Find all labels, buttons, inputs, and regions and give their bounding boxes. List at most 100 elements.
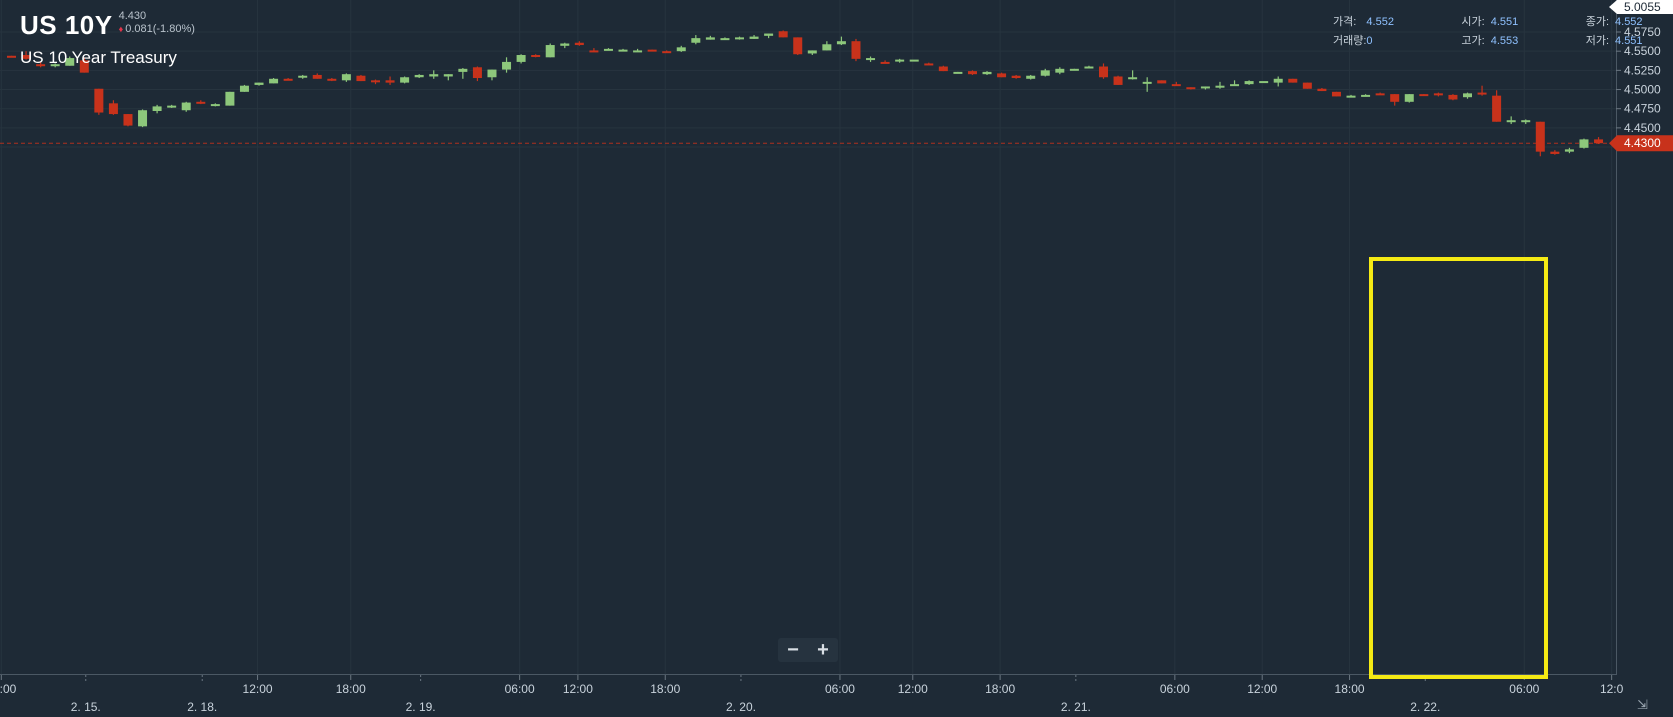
candle-body (1244, 81, 1254, 85)
candle (429, 70, 439, 79)
price-change: ♦ 0.081(-1.80%) (119, 23, 195, 36)
candle (1230, 80, 1240, 87)
candle (545, 43, 555, 58)
candle-body (152, 106, 162, 112)
candle (705, 35, 715, 40)
price-label: 가격: (1333, 16, 1357, 28)
collapse-icon[interactable]: ⇲ (1637, 697, 1648, 712)
candle-body (1084, 66, 1094, 69)
candle-body (691, 38, 701, 43)
candle-body (778, 31, 788, 38)
candle (1142, 77, 1152, 92)
top-price-label: 5.0055 (1624, 0, 1661, 14)
zoom-in-button[interactable]: + (817, 639, 829, 661)
candle-body (458, 68, 468, 72)
quote-block: 4.430 ♦ 0.081(-1.80%) (119, 10, 195, 36)
candle-body (1186, 87, 1196, 90)
candle-body (1099, 66, 1108, 78)
candle-body (7, 55, 16, 58)
candle (618, 48, 628, 52)
candle (866, 56, 876, 62)
candle (720, 37, 730, 41)
symbol-header: US 10Y 4.430 ♦ 0.081(-1.80%) US 10 Year T… (20, 10, 195, 68)
candle-body (720, 38, 730, 41)
candle (138, 109, 148, 128)
candle (691, 35, 701, 45)
candle-body (633, 50, 643, 53)
candle-body (1055, 68, 1065, 73)
candle-body (1171, 84, 1181, 87)
candle-body (1317, 88, 1327, 92)
candle (676, 45, 686, 52)
candle-body (487, 69, 497, 78)
candle (50, 63, 60, 68)
candle-body (1477, 92, 1487, 95)
price-value: 4.552 (1366, 16, 1394, 28)
candle-body (735, 37, 744, 40)
candle-body (1069, 68, 1079, 71)
candle-body (1564, 149, 1574, 152)
low-label: 저가: (1585, 35, 1610, 47)
close-value: 4.552 (1615, 16, 1643, 28)
candle (94, 88, 104, 115)
candle-body (1113, 76, 1123, 85)
candle (1448, 94, 1458, 101)
candle (647, 49, 657, 52)
y-tick-label: 4.5250 (1624, 63, 1661, 77)
candle (1128, 70, 1138, 80)
candle-body (21, 55, 31, 59)
candle-body (749, 36, 759, 39)
candle-body (1521, 120, 1531, 123)
ohlc-panel: 가격: 4.552 시가: 4.551 종가: 4.552 거래량: 0 고가:… (1333, 13, 1643, 51)
open-value: 4.551 (1490, 16, 1519, 28)
open-label: 시가: (1461, 16, 1485, 28)
candle (1404, 94, 1414, 103)
zoom-out-button[interactable]: − (787, 639, 799, 661)
x-time-label: 12:0 (1600, 682, 1624, 696)
candle-body (269, 78, 279, 84)
candle (269, 78, 279, 84)
candle (1113, 75, 1123, 85)
symbol-ticker: US 10Y (20, 10, 113, 40)
candle-body (79, 60, 89, 73)
candle (152, 104, 162, 114)
close-label: 종가: (1585, 16, 1610, 28)
candle-body (1550, 151, 1560, 154)
candle-body (429, 74, 439, 77)
candle (967, 70, 977, 75)
candle-body (254, 82, 264, 85)
candle-body (1361, 94, 1371, 97)
candle (458, 68, 468, 79)
y-tick-label: 4.5000 (1624, 83, 1661, 97)
y-tick-label: 4.4500 (1624, 121, 1661, 135)
x-date-label: 2. 19. (406, 700, 436, 714)
candle (793, 37, 803, 56)
candle-body (1579, 139, 1589, 148)
x-date-label: 2. 21. (1061, 700, 1091, 714)
candle-body (1128, 77, 1138, 80)
candle-body (400, 77, 410, 83)
candle-body (866, 58, 876, 61)
candle (1346, 94, 1356, 98)
candle-body (705, 37, 715, 40)
candle (123, 114, 133, 127)
candle-body (1506, 120, 1516, 123)
price-change-value: 0.081(-1.80%) (125, 23, 195, 35)
candle-body (472, 67, 482, 79)
candle-body (36, 64, 46, 67)
current-price: 4.430 (118, 10, 147, 22)
candle (1579, 138, 1589, 149)
candle (1026, 74, 1036, 80)
volume-label: 거래량: (1333, 35, 1367, 47)
candle-body (1535, 121, 1545, 152)
candle-body (1040, 70, 1050, 76)
down-arrow-icon: ♦ (118, 24, 124, 34)
candle (1550, 150, 1560, 155)
candle-body (618, 49, 628, 52)
candle-body (1346, 95, 1356, 98)
x-time-label: 06:00 (825, 682, 855, 696)
candle-body (167, 105, 177, 108)
candle-body (1230, 84, 1240, 87)
high-label: 고가: (1461, 35, 1485, 47)
